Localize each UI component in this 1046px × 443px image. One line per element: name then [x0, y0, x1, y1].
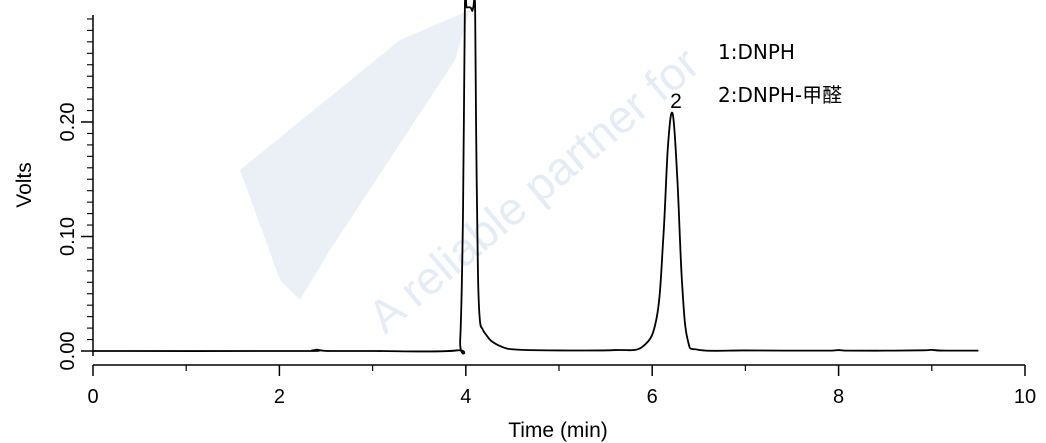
- y-tick-label: 0.10: [57, 217, 79, 256]
- y-tick-label: 0.20: [57, 103, 79, 142]
- y-tick-label: 0.00: [57, 332, 79, 371]
- x-axis-title: Time (min): [508, 419, 608, 442]
- chromatogram-trace: [92, 0, 979, 355]
- legend-entry-1: 1:DNPH: [718, 40, 795, 64]
- legend-entry-2: 2:DNPH-甲醛: [718, 83, 842, 107]
- x-tick-label: 10: [1014, 386, 1036, 408]
- y-axis-title: Volts: [13, 162, 36, 208]
- x-tick-label: 0: [87, 386, 98, 408]
- watermark: A reliable partner for: [240, 10, 709, 343]
- peak-label-2: 2: [670, 90, 682, 113]
- x-tick-label: 8: [833, 386, 844, 408]
- tick-labels: 0 2 4 6 8 10 0.00 0.10 0.20: [57, 103, 1036, 408]
- watermark-logo-shape: [240, 10, 470, 300]
- x-tick-label: 6: [647, 386, 658, 408]
- x-tick-label: 2: [274, 386, 285, 408]
- x-tick-label: 4: [460, 386, 471, 408]
- ticks: [81, 18, 1026, 376]
